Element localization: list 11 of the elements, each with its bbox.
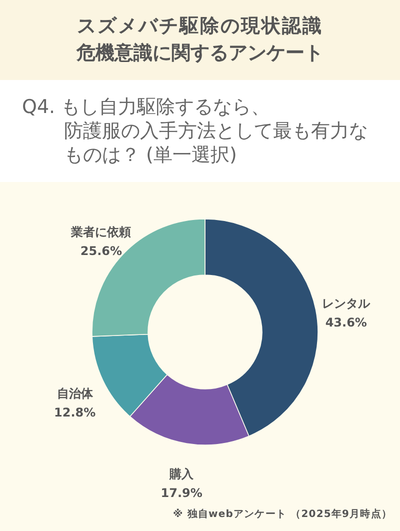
data-label: 12.8% xyxy=(54,406,96,420)
slice-label: レンタル xyxy=(322,296,372,310)
text: ※ 独自webアンケート （2025年9月時点） xyxy=(172,508,392,521)
chart-title: スズメバチ駆除の現状認識危機意識に関するアンケート xyxy=(75,14,324,66)
data-label: 43.6% xyxy=(325,315,367,330)
data-label: 25.6% xyxy=(80,244,122,258)
data-label: 17.9% xyxy=(160,486,202,500)
slice-label: 購入 xyxy=(168,467,195,482)
chart-subtitle: Q4. もし自力駆除するなら、防護服の入手方法として最も有力なものは？ (単一選択) xyxy=(22,95,369,167)
slice-label: 自治体 xyxy=(56,386,94,401)
slice-label: 業者に依頼 xyxy=(70,225,132,240)
